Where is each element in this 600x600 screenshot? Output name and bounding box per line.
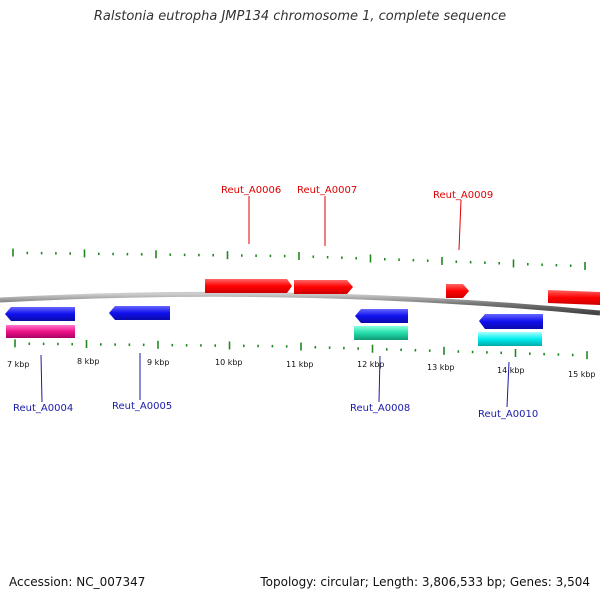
gene-label-reut-a0009: Reut_A0009 xyxy=(433,190,493,201)
scale-label: 8 kbp xyxy=(77,357,99,366)
gene-label-reut-a0009-group[interactable]: Reut_A0009 xyxy=(433,190,493,251)
gene-label-reut-a0010-group[interactable]: Reut_A0010 xyxy=(478,361,538,420)
scale-labels: 7 kbp 8 kbp 9 kbp 10 kbp 11 kbp 12 kbp 13 kbp 1… xyxy=(7,357,596,379)
scale-label: 15 kbp xyxy=(568,370,596,379)
scale-label: 9 kbp xyxy=(147,358,169,367)
gene-label-reut-a0005: Reut_A0005 xyxy=(112,401,172,412)
gene-label-reut-a0010: Reut_A0010 xyxy=(478,409,538,420)
gene-label-reut-a0005-group[interactable]: Reut_A0005 xyxy=(112,353,172,412)
gene-arrow-partial[interactable] xyxy=(548,290,600,305)
scale-label: 11 kbp xyxy=(286,360,314,369)
sequence-summary: Topology: circular; Length: 3,806,533 bp… xyxy=(260,575,590,589)
gene-arrow-reut-a0007[interactable] xyxy=(294,280,353,294)
tick-row-bottom xyxy=(14,339,588,360)
scale-label: 13 kbp xyxy=(427,363,455,372)
scale-label: 10 kbp xyxy=(215,358,243,367)
gene-label-reut-a0008: Reut_A0008 xyxy=(350,403,410,414)
accession-text: Accession: NC_007347 xyxy=(9,575,146,589)
gene-arrow-reut-a0004[interactable] xyxy=(5,307,75,321)
tick-row-top xyxy=(12,248,586,270)
gene-arrow-reut-a0005[interactable] xyxy=(109,306,170,320)
cds-bar-reut-a0010[interactable] xyxy=(478,332,542,346)
gene-arrow-reut-a0006[interactable] xyxy=(205,279,292,293)
gene-label-reut-a0006-group[interactable]: Reut_A0006 xyxy=(221,185,281,244)
scale-label: 7 kbp xyxy=(7,360,29,369)
gene-label-reut-a0004: Reut_A0004 xyxy=(13,403,73,414)
scale-label: 14 kbp xyxy=(497,366,525,375)
gene-label-reut-a0007: Reut_A0007 xyxy=(297,185,357,196)
gene-arrow-reut-a0010[interactable] xyxy=(479,314,543,329)
gene-arrow-reut-a0009[interactable] xyxy=(446,284,469,298)
chart-title: Ralstonia eutropha JMP134 chromosome 1, … xyxy=(93,9,507,24)
chromosome-backbone xyxy=(0,291,600,316)
scale-label: 12 kbp xyxy=(357,360,385,369)
gene-label-reut-a0007-group[interactable]: Reut_A0007 xyxy=(297,185,357,246)
gene-label-reut-a0008-group[interactable]: Reut_A0008 xyxy=(350,355,410,414)
cds-bar-reut-a0004[interactable] xyxy=(6,325,75,338)
cds-bar-reut-a0008[interactable] xyxy=(354,326,408,340)
gene-arrow-reut-a0008[interactable] xyxy=(355,309,408,323)
gene-label-reut-a0006: Reut_A0006 xyxy=(221,185,281,196)
gene-label-reut-a0004-group[interactable]: Reut_A0004 xyxy=(13,354,73,414)
